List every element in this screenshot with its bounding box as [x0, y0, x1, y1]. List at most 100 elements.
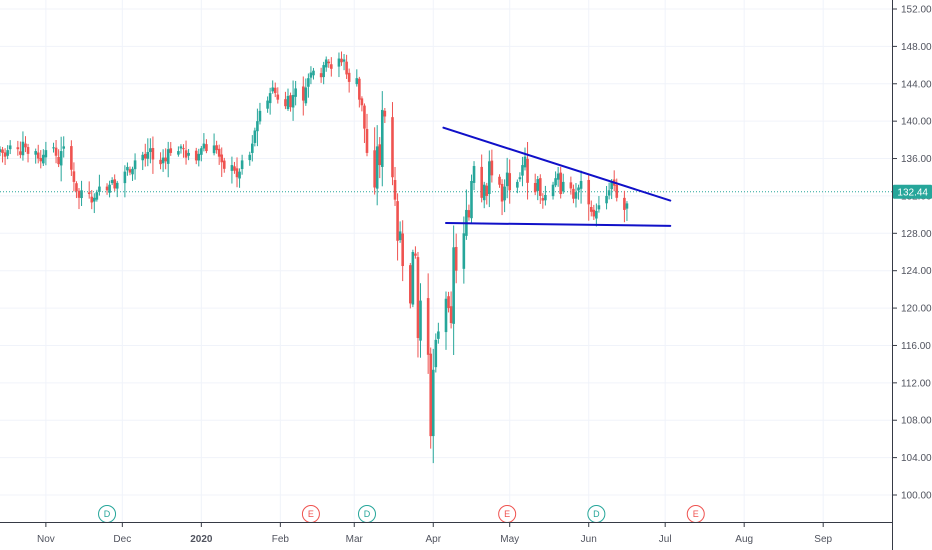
- candle-body: [205, 144, 208, 152]
- event-label: D: [593, 509, 600, 519]
- candle: [115, 180, 119, 198]
- candle-body: [551, 184, 555, 197]
- candle-body: [59, 151, 63, 166]
- candle: [607, 182, 611, 200]
- x-tick-label: Mar: [346, 534, 364, 545]
- candle-body: [197, 153, 201, 161]
- candle: [286, 88, 290, 111]
- candle: [347, 68, 351, 93]
- candle-body: [276, 94, 280, 100]
- candle-body: [131, 168, 134, 175]
- candle-body: [108, 184, 111, 193]
- trend-line-upper-resistance[interactable]: [442, 126, 672, 202]
- candle-body: [222, 160, 226, 169]
- candle-body: [286, 95, 290, 110]
- candle-body: [523, 156, 527, 168]
- candle-body: [533, 182, 537, 193]
- y-tick-label: 120.00: [901, 304, 932, 315]
- candle: [605, 186, 608, 210]
- candle-body: [472, 166, 476, 183]
- candle: [375, 125, 379, 206]
- candle-body: [212, 145, 216, 154]
- candle-body: [607, 190, 611, 196]
- candle-body: [256, 121, 259, 132]
- candle-body: [19, 151, 22, 155]
- candle: [90, 189, 94, 210]
- dividend-marker[interactable]: D: [357, 505, 376, 523]
- candle-body: [273, 87, 277, 94]
- candle-body: [164, 157, 167, 162]
- y-tick-label: 136.00: [901, 154, 932, 165]
- candle-body: [75, 183, 78, 192]
- candle-body: [538, 178, 542, 196]
- candle-body: [482, 184, 486, 201]
- candle-body: [521, 165, 524, 176]
- candle-body: [454, 246, 458, 271]
- candle: [373, 127, 376, 195]
- candle: [179, 144, 183, 154]
- candle: [80, 180, 83, 206]
- event-label: E: [504, 509, 510, 519]
- candle: [230, 156, 234, 184]
- candle-body: [431, 369, 435, 437]
- candle-body: [319, 73, 323, 78]
- candle: [98, 174, 101, 196]
- candle-body: [1, 149, 4, 153]
- candle-body: [340, 58, 343, 63]
- candle-body: [503, 186, 506, 201]
- candle: [6, 145, 9, 160]
- candle-body: [480, 166, 483, 198]
- candle-body: [375, 146, 379, 189]
- dividend-marker[interactable]: D: [98, 505, 117, 523]
- candle: [426, 273, 430, 374]
- candle-body: [289, 95, 292, 108]
- candle: [19, 141, 22, 159]
- dividend-marker[interactable]: D: [587, 505, 606, 523]
- candle-body: [398, 231, 402, 241]
- candle: [87, 181, 91, 199]
- candle-body: [251, 143, 254, 153]
- candle-body: [330, 64, 333, 69]
- x-tick-label: Jun: [581, 534, 597, 545]
- candle: [523, 147, 527, 171]
- candle-body: [577, 187, 580, 191]
- earnings-marker[interactable]: E: [686, 505, 705, 523]
- y-tick-label: 144.00: [901, 79, 932, 90]
- candle: [205, 139, 208, 154]
- candle: [505, 157, 509, 199]
- candle: [276, 87, 280, 104]
- candle-body: [240, 160, 244, 170]
- y-tick-label: 104.00: [901, 453, 932, 464]
- candle-body: [235, 168, 239, 178]
- candle-body: [133, 160, 137, 170]
- candle-body: [21, 141, 25, 156]
- candle: [294, 80, 297, 106]
- earnings-marker[interactable]: E: [498, 505, 517, 523]
- candle-body: [304, 87, 308, 104]
- trend-line-lower-support[interactable]: [445, 222, 672, 227]
- candle: [126, 162, 129, 176]
- candle-body: [360, 98, 364, 106]
- candle-body: [90, 196, 94, 203]
- candle: [419, 283, 422, 358]
- candle: [398, 221, 402, 243]
- candle: [105, 183, 109, 195]
- candle-body: [92, 197, 96, 202]
- y-tick-label: 112.00: [901, 378, 931, 389]
- candle-body: [380, 109, 384, 167]
- candle-body: [72, 171, 76, 182]
- x-tick-label: Jul: [659, 534, 672, 545]
- candle: [184, 140, 188, 165]
- candle: [380, 91, 384, 187]
- candle-body: [151, 148, 155, 160]
- trend-lines[interactable]: [442, 126, 672, 227]
- candle-body: [365, 129, 369, 153]
- candle: [57, 149, 60, 168]
- earnings-marker[interactable]: E: [301, 505, 320, 523]
- candle: [72, 162, 76, 192]
- candle: [393, 166, 397, 206]
- candle-body: [447, 296, 450, 309]
- candle-body: [95, 192, 99, 200]
- x-tick-label: May: [500, 534, 519, 545]
